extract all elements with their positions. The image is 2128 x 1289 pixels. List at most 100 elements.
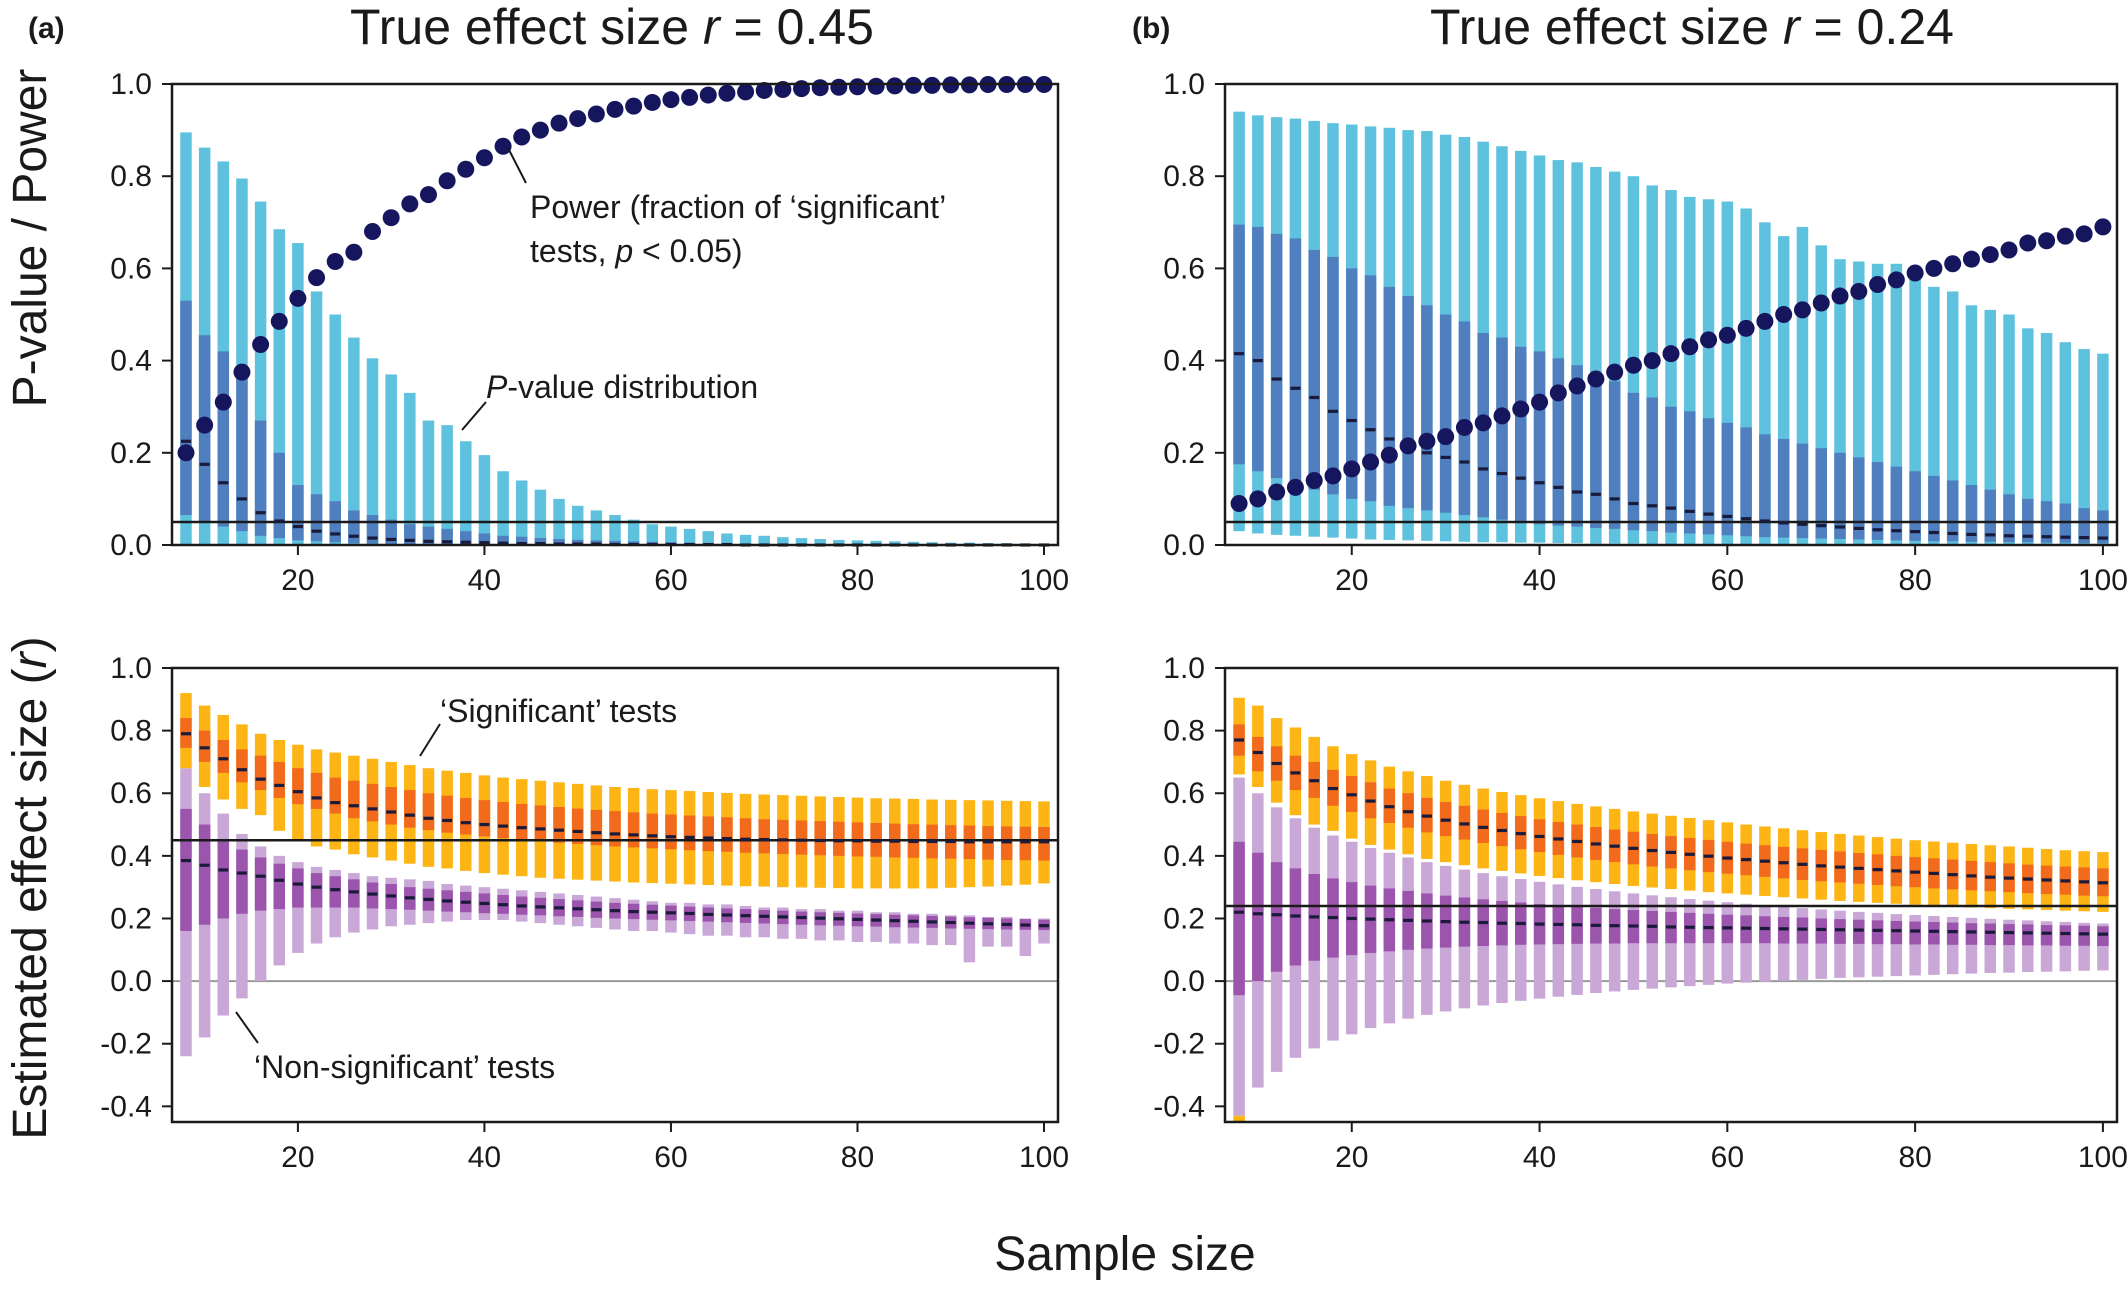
b-top-pvalue-outer-bar xyxy=(1608,171,1621,544)
b-bottom-nonsig-inner-bar xyxy=(1928,921,1940,945)
a-top-power-point xyxy=(904,76,922,94)
b-top-power-point xyxy=(1906,264,1924,282)
a-bottom-y-tick-label: 0.8 xyxy=(110,715,152,748)
a-top-pvalue-inner-bar xyxy=(348,510,360,544)
b-top-pvalue-inner-bar xyxy=(1289,238,1302,483)
b-top-pvalue-inner-bar xyxy=(1346,268,1358,499)
a-top-power-point xyxy=(401,195,419,213)
a-top-power-point xyxy=(382,209,400,227)
a-top-power-point xyxy=(755,81,773,99)
b-top-power-point xyxy=(1775,306,1793,323)
b-top-pvalue-outer-bar xyxy=(2059,342,2072,545)
b-top-power-point xyxy=(1549,384,1567,402)
a-top-power-point xyxy=(513,128,531,146)
b-top-pvalue-outer-bar xyxy=(1890,263,1903,545)
a-bottom-sig-inner-bar xyxy=(478,800,491,837)
b-top-pvalue-outer-bar xyxy=(1928,286,1940,545)
b-top-pvalue-inner-bar xyxy=(1834,452,1846,540)
a-top-y-tick-label: 0.2 xyxy=(110,437,152,470)
b-top-pvalue-inner-bar xyxy=(1608,381,1621,529)
b-top-y-tick-label: 0.0 xyxy=(1163,529,1205,562)
a-top-pvalue-outer-bar xyxy=(404,392,416,545)
a-bottom-sig-inner-bar xyxy=(254,755,267,791)
a-bottom-x-tick-label: 20 xyxy=(281,1141,314,1174)
a-top-pvalue-inner-bar xyxy=(366,515,379,544)
a-top-power-point xyxy=(364,223,382,241)
a-top-power-point xyxy=(886,77,904,95)
a-bottom-x-tick-label: 80 xyxy=(841,1141,874,1174)
a-top-pvalue-inner-bar xyxy=(553,539,565,545)
a-bottom-x-tick-label: 100 xyxy=(1019,1141,1069,1174)
a-bottom-x-tick-label: 60 xyxy=(654,1141,687,1174)
a-top-pvalue-inner-bar xyxy=(310,494,323,542)
significant-annotation: ‘Significant’ tests xyxy=(419,693,677,757)
a-bottom-y-tick-label: 0.0 xyxy=(110,965,152,998)
significant-annotation-text: ‘Significant’ tests xyxy=(440,693,677,729)
b-top-pvalue-outer-bar xyxy=(2040,332,2053,545)
b-top-pvalue-inner-bar xyxy=(2022,498,2034,543)
panel-a-pvalue-plot: 20 40 60 80 100 0.0 0.2 0.4 0.6 0.8 1.0 xyxy=(110,68,1069,597)
b-top-pvalue-inner-bar xyxy=(1665,406,1677,533)
b-top-power-point xyxy=(1324,467,1342,485)
b-top-pvalue-outer-bar xyxy=(1946,291,1959,545)
b-top-power-point xyxy=(1380,446,1398,464)
b-bottom-y-tick-label: -0.4 xyxy=(1153,1090,1205,1123)
a-top-pvalue-inner-bar xyxy=(497,535,509,545)
b-bottom-nonsig-outer-bar xyxy=(1984,918,1996,973)
a-top-power-point xyxy=(345,243,363,261)
b-top-pvalue-inner-bar xyxy=(1853,457,1865,540)
b-top-pvalue-outer-bar xyxy=(1853,261,1865,545)
a-top-x-tick-label: 80 xyxy=(841,564,874,597)
a-top-y-tick-label: 0.8 xyxy=(110,160,152,193)
a-bottom-sig-inner-bar xyxy=(310,772,323,809)
a-top-power-point xyxy=(438,172,456,190)
a-top-pvalue-inner-bar xyxy=(236,374,248,532)
a-top-pvalue-outer-bar xyxy=(478,455,491,545)
b-top-pvalue-outer-bar xyxy=(2097,353,2109,545)
b-bottom-frame xyxy=(1223,666,2119,1124)
a-top-pvalue-outer-bar xyxy=(795,538,808,545)
b-top-pvalue-inner-bar xyxy=(1590,374,1602,528)
a-top-power-point xyxy=(718,84,736,102)
nonsignificant-leader-line xyxy=(235,1011,259,1044)
b-top-pvalue-outer-bar xyxy=(1571,162,1583,544)
a-top-x-tick-label: 40 xyxy=(468,564,501,597)
b-top-power-point xyxy=(1418,432,1436,450)
b-top-power-point xyxy=(1343,460,1361,478)
a-top-pvalue-inner-bar xyxy=(273,452,286,539)
a-top-power-point xyxy=(457,160,475,178)
b-top-pvalue-inner-bar xyxy=(1684,411,1696,534)
a-top-pvalue-outer-bar xyxy=(721,533,733,545)
a-top-power-point xyxy=(196,416,214,434)
b-top-power-point xyxy=(1268,483,1286,501)
b-top-pvalue-inner-bar xyxy=(1496,337,1508,520)
b-top-x-tick-label: 20 xyxy=(1335,564,1368,597)
a-top-pvalue-outer-bar xyxy=(254,201,267,545)
a-bottom-nonsig-outer-bar xyxy=(870,912,882,942)
b-bottom-nonsig-inner-bar xyxy=(2040,925,2053,946)
b-bottom-nonsig-inner-bar xyxy=(1270,862,1283,972)
a-top-power-point xyxy=(681,88,699,106)
b-top-pvalue-inner-bar xyxy=(1252,226,1264,472)
b-top-power-point xyxy=(1624,356,1642,374)
pvalue-annotation-text: P-value distribution xyxy=(486,369,758,405)
a-top-power-point xyxy=(830,78,848,96)
b-bottom-nonsig-inner-bar xyxy=(2078,925,2090,946)
b-top-y-tick-label: 0.2 xyxy=(1163,437,1205,470)
a-bottom-sig-inner-bar xyxy=(497,802,509,839)
nonsignificant-annotation: ‘Non-significant’ tests xyxy=(235,1011,555,1085)
a-top-pvalue-outer-bar xyxy=(385,374,397,545)
b-top-power-point xyxy=(1981,246,1999,264)
a-bottom-nonsig-outer-bar xyxy=(944,915,957,946)
b-bottom-nonsig-inner-bar xyxy=(1890,920,1903,945)
b-top-pvalue-inner-bar xyxy=(1646,397,1658,532)
a-top-pvalue-inner-bar xyxy=(609,540,621,545)
b-top-y-tick-label: 1.0 xyxy=(1163,68,1205,101)
a-bottom-nonsig-inner-bar xyxy=(198,824,211,925)
a-top-pvalue-inner-bar xyxy=(478,533,491,545)
b-top-pvalue-inner-bar xyxy=(1458,321,1471,516)
b-top-pvalue-inner-bar xyxy=(1965,485,1978,542)
b-top-pvalue-outer-bar xyxy=(2078,349,2090,545)
power-annotation-line1: Power (fraction of ‘significant’ xyxy=(530,189,946,225)
a-bottom-sig-inner-bar xyxy=(571,808,584,844)
